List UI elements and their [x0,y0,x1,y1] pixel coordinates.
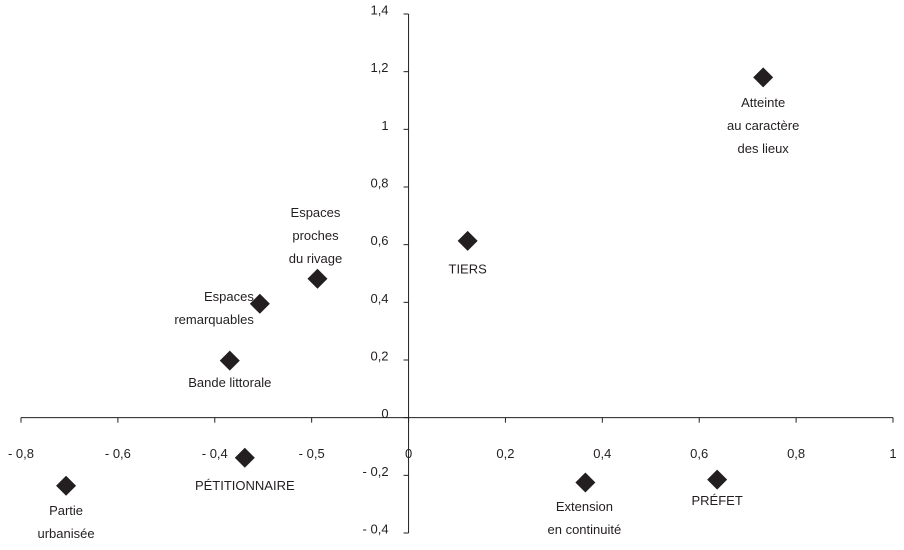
x-tick-label: 0,4 [593,446,611,461]
point [575,472,596,493]
y-tick-label: 0,6 [370,233,388,248]
x-tick-label: 1 [889,446,896,461]
x-tick-label: - 0,8 [8,446,34,461]
point-label: Bande littorale [188,375,271,390]
y-tick-label: 0,2 [370,348,388,363]
point-label: urbanisée [37,526,94,541]
point-label: PÉTITIONNAIRE [195,478,295,493]
y-tick-label: 0,8 [370,175,388,190]
y-tick-label: 0 [381,406,388,421]
point [219,350,240,371]
x-tick-label: - 0,4 [202,446,228,461]
point-label: Espaces [204,289,254,304]
point [457,230,478,251]
y-tick-label: - 0,2 [363,464,389,479]
point-label: au caractère [727,118,799,133]
point [307,268,328,289]
point [249,293,270,314]
point-label: du rivage [289,251,342,266]
y-tick-label: 1,4 [370,2,388,17]
x-tick-label: - 0,6 [105,446,131,461]
point [707,469,728,490]
point-label: TIERS [449,261,488,276]
x-tick-label: 0 [405,446,412,461]
y-tick-label: - 0,4 [363,521,389,536]
x-tick-label: - 0,5 [299,446,325,461]
point-label: Extension [556,499,613,514]
point [234,447,255,468]
x-tick-label: 0,6 [690,446,708,461]
point-label: en continuité [548,522,622,537]
point-label: Espaces [291,205,341,220]
y-tick-label: 0,4 [370,291,388,306]
x-tick-label: 0,2 [496,446,514,461]
point [56,475,77,496]
point-label: des lieux [738,141,790,156]
y-tick-label: 1,2 [370,60,388,75]
point [753,67,774,88]
point-label: Atteinte [741,95,785,110]
point-label: PRÉFET [691,493,742,508]
y-tick-label: 1 [381,118,388,133]
x-tick-label: 0,8 [787,446,805,461]
point-label: remarquables [174,312,254,327]
point-label: Partie [49,503,83,518]
point-label: proches [292,228,339,243]
